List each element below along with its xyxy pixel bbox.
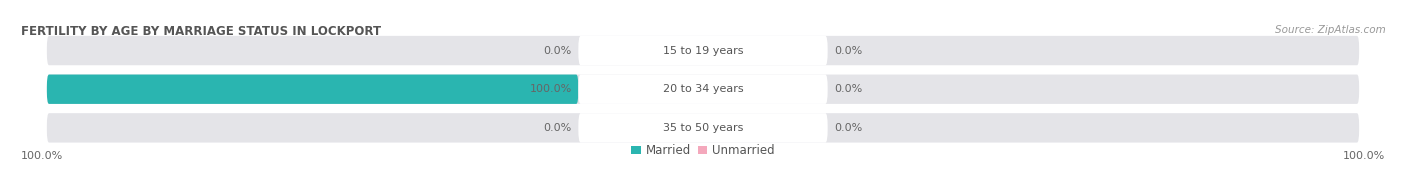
Legend: Married, Unmarried: Married, Unmarried xyxy=(627,139,779,162)
Text: 20 to 34 years: 20 to 34 years xyxy=(662,84,744,94)
FancyBboxPatch shape xyxy=(578,113,828,142)
Text: 100.0%: 100.0% xyxy=(21,151,63,161)
FancyBboxPatch shape xyxy=(578,36,828,65)
FancyBboxPatch shape xyxy=(46,74,1360,104)
Text: 0.0%: 0.0% xyxy=(834,123,862,133)
Text: 15 to 19 years: 15 to 19 years xyxy=(662,46,744,56)
FancyBboxPatch shape xyxy=(46,113,1360,142)
Text: 0.0%: 0.0% xyxy=(834,84,862,94)
FancyBboxPatch shape xyxy=(46,36,1360,65)
FancyBboxPatch shape xyxy=(578,74,828,104)
Text: 100.0%: 100.0% xyxy=(530,84,572,94)
Text: 0.0%: 0.0% xyxy=(544,46,572,56)
Text: FERTILITY BY AGE BY MARRIAGE STATUS IN LOCKPORT: FERTILITY BY AGE BY MARRIAGE STATUS IN L… xyxy=(21,25,381,38)
Text: 100.0%: 100.0% xyxy=(1343,151,1385,161)
Text: 0.0%: 0.0% xyxy=(544,123,572,133)
Text: 0.0%: 0.0% xyxy=(834,46,862,56)
FancyBboxPatch shape xyxy=(46,74,578,104)
Text: 35 to 50 years: 35 to 50 years xyxy=(662,123,744,133)
Text: Source: ZipAtlas.com: Source: ZipAtlas.com xyxy=(1275,25,1385,35)
